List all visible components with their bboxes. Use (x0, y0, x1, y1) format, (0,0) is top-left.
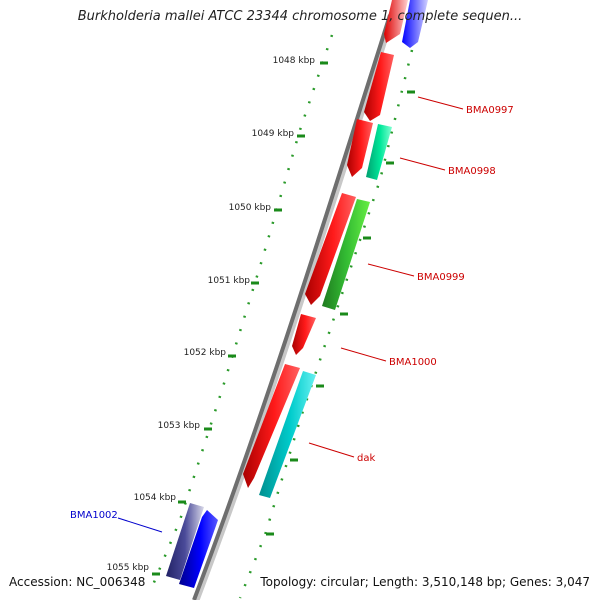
map-title: Burkholderia mallei ATCC 23344 chromosom… (77, 9, 523, 24)
inner-dotted-guide (148, 34, 334, 593)
gene-arrow[interactable] (384, 0, 408, 43)
gene-label-bma0998[interactable]: BMA0998 (448, 166, 496, 177)
gene-labels: BMA0997 BMA0998 BMA0999 BMA1000 dak BMA1… (70, 105, 514, 521)
gene-label-bma1002[interactable]: BMA1002 (70, 510, 118, 521)
gene-arrow[interactable] (347, 119, 373, 177)
label-connectors (117, 96, 464, 533)
gene-arrow[interactable] (322, 199, 370, 310)
connector-line (117, 517, 163, 533)
connector-line (308, 442, 355, 458)
gene-arrow[interactable] (259, 371, 316, 498)
tick-marks (152, 61, 415, 576)
tick-label: 1049 kbp (252, 129, 295, 139)
gene-label-dak[interactable]: dak (357, 453, 375, 464)
connector-line (367, 263, 415, 277)
tick-label: 1055 kbp (107, 563, 150, 573)
tick-label: 1051 kbp (208, 276, 251, 286)
gene-arrow[interactable] (364, 52, 394, 121)
genes (166, 0, 428, 588)
gene-arrow[interactable] (402, 0, 428, 48)
tick-label: 1052 kbp (184, 348, 227, 358)
outer-dotted-guide (238, 49, 414, 599)
backbone-line (192, 14, 392, 601)
tick-labels: 1048 kbp 1049 kbp 1050 kbp 1051 kbp 1052… (107, 56, 316, 573)
gene-arrow[interactable] (305, 193, 356, 305)
tick-label: 1054 kbp (134, 493, 177, 503)
connector-line (417, 96, 464, 110)
topology-summary: Topology: circular; Length: 3,510,148 bp… (260, 575, 590, 589)
gene-arrow[interactable] (179, 510, 218, 588)
tick-label: 1053 kbp (158, 421, 201, 431)
tick-label: 1050 kbp (229, 203, 272, 213)
backbone (192, 13, 396, 602)
connector-line (399, 157, 446, 171)
gene-arrow[interactable] (292, 314, 316, 355)
gene-arrow[interactable] (166, 503, 204, 580)
dotted-guides (148, 34, 414, 599)
gene-label-bma0999[interactable]: BMA0999 (417, 272, 465, 283)
tick-label: 1048 kbp (273, 56, 316, 66)
accession-text: Accession: NC_006348 (9, 575, 146, 589)
connector-line (340, 347, 387, 362)
gene-label-bma1000[interactable]: BMA1000 (389, 357, 437, 368)
gene-arrow[interactable] (366, 124, 392, 180)
gene-label-bma0997[interactable]: BMA0997 (466, 105, 514, 116)
gene-arrow[interactable] (243, 364, 300, 488)
